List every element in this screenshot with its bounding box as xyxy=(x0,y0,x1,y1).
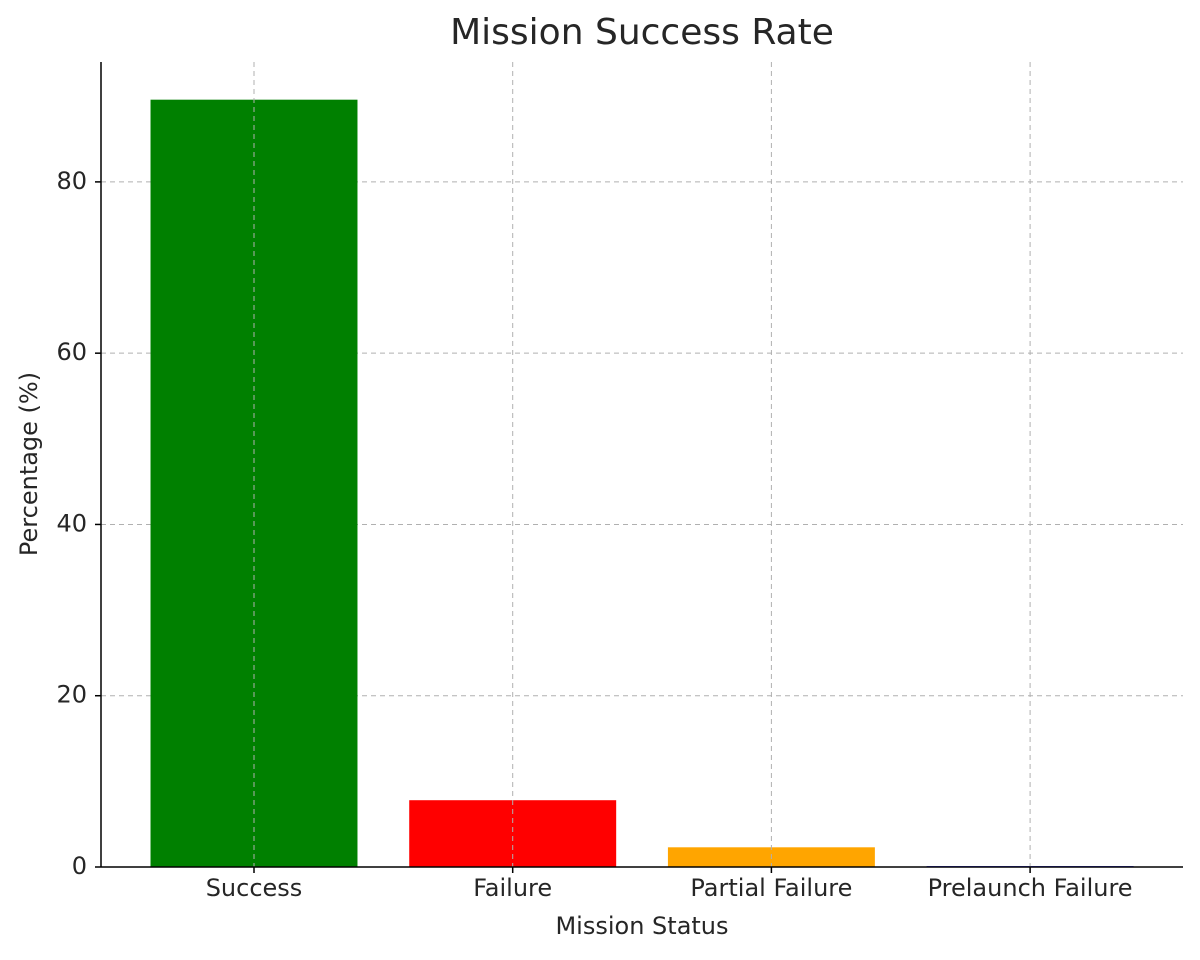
y-tick-label: 0 xyxy=(72,852,87,880)
chart-title: Mission Success Rate xyxy=(450,12,834,53)
y-axis-label: Percentage (%) xyxy=(15,372,43,556)
y-tick-label: 80 xyxy=(56,167,87,195)
y-tick-label: 40 xyxy=(56,509,87,537)
x-tick-label: Failure xyxy=(473,874,552,902)
x-tick-label: Success xyxy=(206,874,303,902)
y-tick-label: 60 xyxy=(56,338,87,366)
y-tick-label: 20 xyxy=(56,681,87,709)
x-axis-label: Mission Status xyxy=(555,912,728,940)
bar xyxy=(150,99,358,868)
x-tick-label: Partial Failure xyxy=(690,874,852,902)
x-tick-label: Prelaunch Failure xyxy=(928,874,1133,902)
